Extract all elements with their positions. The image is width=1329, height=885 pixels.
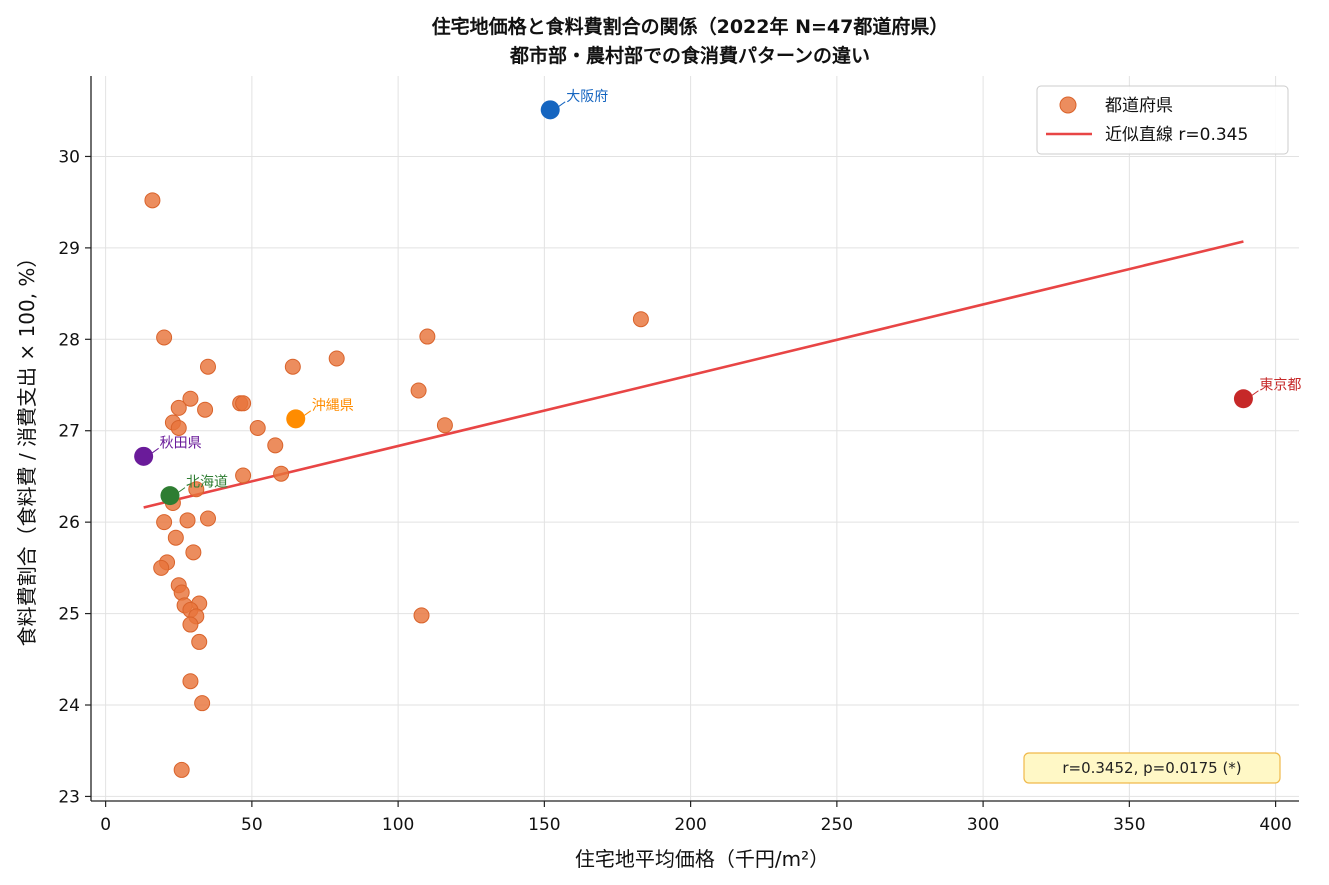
prefecture-point bbox=[436, 417, 453, 434]
stats-box bbox=[1023, 752, 1281, 784]
x-tick-label: 100 bbox=[382, 815, 414, 835]
x-tick-label: 350 bbox=[1113, 815, 1145, 835]
x-tick-label: 50 bbox=[241, 815, 263, 835]
prefecture-point bbox=[284, 358, 301, 375]
data-points bbox=[144, 192, 649, 778]
y-axis-label: 食料費割合（食料費 / 消費支出 × 100, %） bbox=[15, 248, 39, 647]
tick-labels: 0 50 100 150 200 250 300 350 400 23 24 25 26 27 28 29 30 bbox=[58, 147, 1291, 835]
prefecture-point bbox=[235, 395, 252, 412]
legend-scatter-label: 都道府県 bbox=[1105, 96, 1173, 116]
x-tick-label: 400 bbox=[1259, 815, 1291, 835]
chart-subtitle: 都市部・農村部での食消費パターンの違い bbox=[509, 44, 870, 67]
prefecture-point bbox=[413, 607, 430, 624]
prefecture-point bbox=[185, 544, 202, 561]
highlight-leader-line bbox=[557, 101, 566, 108]
highlight-point bbox=[1233, 389, 1253, 409]
prefecture-point bbox=[182, 616, 199, 633]
prefecture-point bbox=[156, 329, 173, 346]
highlight-leader-line bbox=[177, 487, 186, 494]
prefecture-point bbox=[410, 382, 427, 399]
prefecture-point bbox=[199, 510, 216, 527]
y-tick-label: 27 bbox=[58, 422, 80, 442]
trend-line bbox=[143, 240, 1244, 509]
prefecture-point bbox=[173, 761, 190, 778]
axes bbox=[90, 76, 1299, 802]
prefecture-point bbox=[273, 465, 290, 482]
prefecture-point bbox=[191, 633, 208, 650]
highlight-label: 北海道 bbox=[186, 475, 228, 491]
prefecture-point bbox=[194, 695, 211, 712]
x-axis-label: 住宅地平均価格（千円/m²） bbox=[575, 847, 829, 871]
y-tick-label: 29 bbox=[58, 239, 80, 259]
prefecture-point bbox=[182, 673, 199, 690]
highlight-leader-line bbox=[303, 410, 312, 417]
prefecture-point bbox=[170, 419, 187, 436]
x-tick-label: 0 bbox=[100, 815, 111, 835]
prefecture-point bbox=[235, 467, 252, 484]
y-tick-label: 30 bbox=[58, 147, 80, 167]
legend-scatter-marker bbox=[1059, 96, 1077, 114]
prefecture-point bbox=[156, 514, 173, 531]
prefecture-point bbox=[328, 350, 345, 367]
legend: 都道府県 近似直線 r=0.345 bbox=[1036, 85, 1289, 155]
prefecture-point bbox=[632, 311, 649, 328]
y-tick-label: 28 bbox=[58, 330, 80, 350]
y-tick-label: 25 bbox=[58, 605, 80, 625]
trend-line-layer bbox=[143, 240, 1244, 509]
legend-line-label: 近似直線 r=0.345 bbox=[1105, 125, 1248, 145]
highlight-label: 秋田県 bbox=[160, 435, 202, 451]
grid bbox=[91, 76, 1299, 801]
highlight-label: 沖縄県 bbox=[312, 398, 354, 414]
y-tick-label: 23 bbox=[58, 787, 80, 807]
prefecture-point bbox=[182, 390, 199, 407]
x-tick-label: 300 bbox=[967, 815, 999, 835]
x-tick-label: 200 bbox=[674, 815, 706, 835]
prefecture-point bbox=[419, 328, 436, 345]
x-tick-label: 250 bbox=[821, 815, 853, 835]
prefecture-point bbox=[249, 419, 266, 436]
highlight-point bbox=[540, 100, 560, 120]
prefecture-point bbox=[199, 358, 216, 375]
highlight-point bbox=[134, 446, 154, 466]
stats-annotation: r=0.3452, p=0.0175 (*) bbox=[1023, 752, 1281, 784]
highlight-point bbox=[160, 486, 180, 506]
stats-text: r=0.3452, p=0.0175 (*) bbox=[1062, 759, 1241, 777]
x-tick-label: 150 bbox=[528, 815, 560, 835]
prefecture-point bbox=[179, 512, 196, 529]
legend-box bbox=[1036, 85, 1289, 155]
prefecture-point bbox=[144, 192, 161, 209]
highlight-label: 大阪府 bbox=[566, 89, 608, 105]
highlight-leader-line bbox=[151, 447, 159, 454]
highlight-label: 東京都 bbox=[1259, 378, 1301, 394]
y-tick-label: 26 bbox=[58, 513, 80, 533]
highlight-leader-line bbox=[1251, 390, 1259, 397]
y-tick-label: 24 bbox=[58, 696, 80, 716]
prefecture-point bbox=[197, 401, 214, 418]
chart-title: 住宅地価格と食料費割合の関係（2022年 N=47都道府県） bbox=[432, 15, 949, 38]
prefecture-point bbox=[153, 559, 170, 576]
highlight-point bbox=[286, 409, 306, 429]
prefecture-point bbox=[267, 437, 284, 454]
prefecture-point bbox=[188, 481, 205, 498]
prefecture-point bbox=[167, 529, 184, 546]
prefecture-point bbox=[170, 399, 187, 416]
